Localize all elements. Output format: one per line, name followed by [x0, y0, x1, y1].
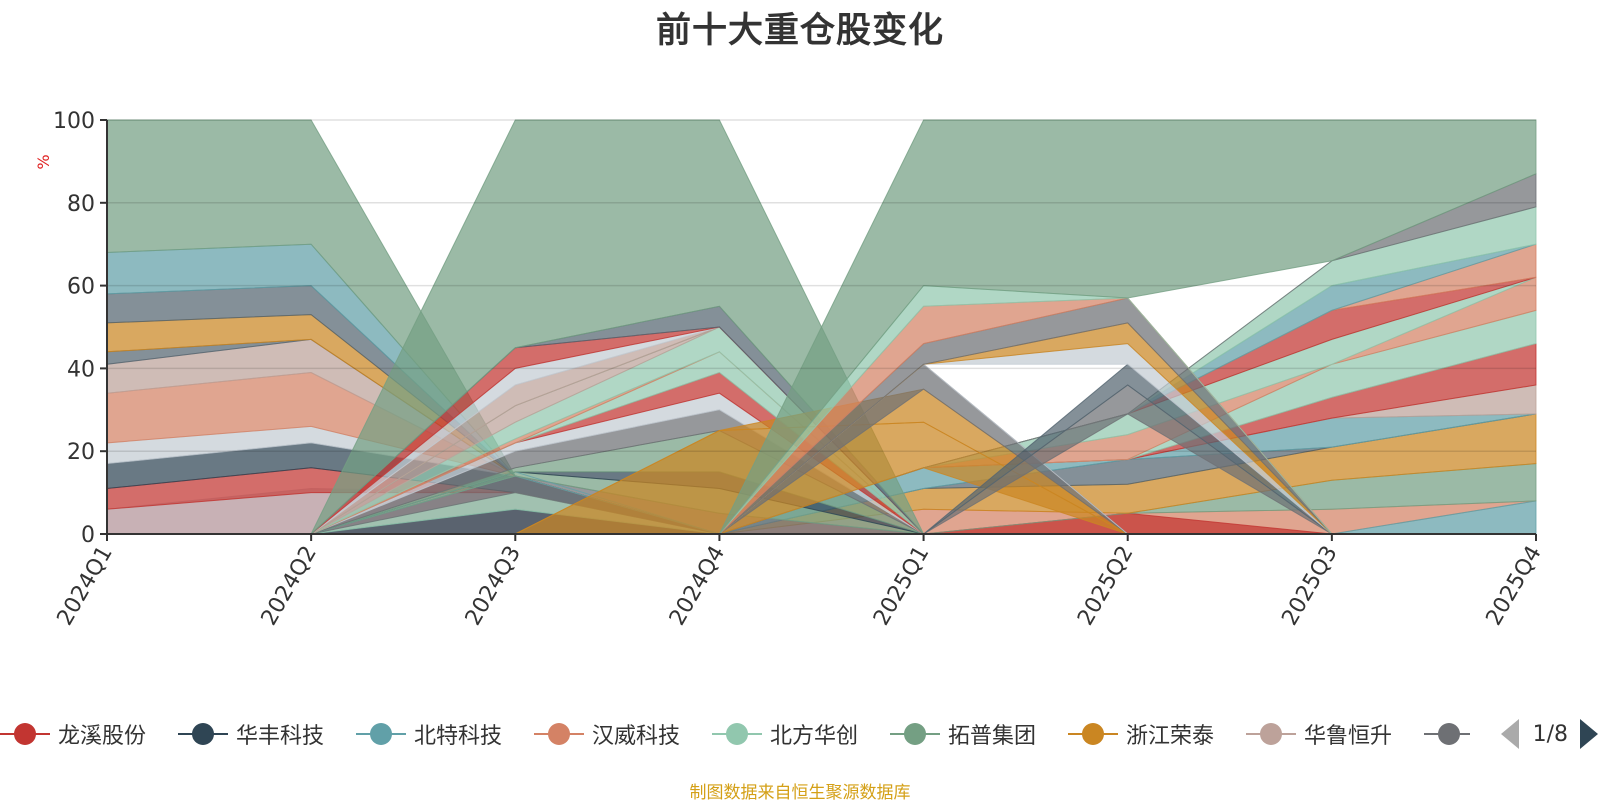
x-tick-label: 2025Q4 — [1482, 542, 1547, 630]
y-tick-labels: 0 20 40 60 80 100 — [53, 109, 95, 548]
legend-next-page-icon[interactable] — [1580, 719, 1598, 749]
legend-marker-dot — [904, 723, 926, 745]
legend-marker-icon — [1246, 722, 1296, 746]
y-tick-label: 60 — [67, 275, 95, 300]
legend-label: 北特科技 — [414, 724, 503, 749]
y-tick-label: 0 — [81, 523, 95, 548]
legend-marker-dot — [14, 723, 36, 745]
legend-marker-icon — [712, 722, 762, 746]
legend-label: 汉威科技 — [592, 724, 681, 749]
legend-page-indicator: 1/8 — [1532, 721, 1568, 747]
legend-marker-dot — [1438, 723, 1460, 745]
legend-prev-page-icon[interactable] — [1500, 719, 1519, 749]
legend-item[interactable]: 华鲁恒升 — [1246, 714, 1392, 754]
x-tick-label: 2024Q2 — [257, 542, 322, 630]
legend-marker-icon — [178, 722, 228, 746]
legend-marker-icon — [890, 722, 940, 746]
legend: 龙溪股份华丰科技北特科技汉威科技北方华创拓普集团浙江荣泰华鲁恒升宁 — [0, 714, 1600, 754]
legend-marker-dot — [1260, 723, 1282, 745]
legend-item[interactable]: 浙江荣泰 — [1068, 714, 1214, 754]
y-tick-label: 40 — [67, 357, 95, 382]
legend-marker-dot — [1082, 723, 1104, 745]
y-tick-label: 100 — [53, 109, 95, 134]
legend-item[interactable]: 拓普集团 — [890, 714, 1036, 754]
legend-marker-dot — [370, 723, 392, 745]
legend-marker-icon — [1424, 722, 1474, 746]
legend-marker-dot — [192, 723, 214, 745]
x-tick-labels: 2024Q1 2024Q2 2024Q3 2024Q4 2025Q1 2025Q2 2025… — [53, 542, 1547, 630]
legend-label: 华鲁恒升 — [1304, 724, 1393, 749]
legend-marker-dot — [726, 723, 748, 745]
y-tick-label: 20 — [67, 440, 95, 465]
legend-marker-dot — [548, 723, 570, 745]
chart-title: 前十大重仓股变化 — [655, 11, 944, 51]
legend-item[interactable]: 北特科技 — [356, 714, 502, 754]
legend-item[interactable]: 北方华创 — [712, 714, 858, 754]
area-band-36 — [107, 471, 1536, 535]
x-tick-label: 2024Q1 — [53, 542, 118, 630]
y-tick-label: 80 — [67, 192, 95, 217]
x-tick-label: 2025Q1 — [869, 542, 934, 630]
legend-item[interactable]: 华丰科技 — [178, 714, 324, 754]
y-axis-label: % — [34, 154, 53, 169]
legend-label: 浙江荣泰 — [1126, 724, 1215, 749]
x-tick-label: 2024Q4 — [665, 542, 730, 630]
source-note: 制图数据来自恒生聚源数据库 — [689, 783, 911, 803]
axes — [100, 119, 1537, 541]
legend-label: 华丰科技 — [236, 724, 325, 749]
x-tick-label: 2025Q3 — [1277, 542, 1342, 630]
legend-marker-icon — [534, 722, 584, 746]
x-tick-label: 2025Q2 — [1073, 542, 1138, 630]
grid-lines — [107, 119, 1536, 452]
legend-marker-icon — [0, 722, 50, 746]
legend-label: 北方华创 — [770, 724, 859, 749]
legend-marker-icon — [356, 722, 406, 746]
area-bands — [106, 119, 1537, 535]
legend-pager: 1/8 — [1470, 714, 1600, 754]
legend-item[interactable]: 龙溪股份 — [0, 714, 146, 754]
legend-label: 拓普集团 — [948, 724, 1037, 749]
legend-marker-icon — [1068, 722, 1118, 746]
legend-label: 龙溪股份 — [58, 724, 147, 749]
legend-item[interactable]: 汉威科技 — [534, 714, 680, 754]
x-tick-label: 2024Q3 — [461, 542, 526, 630]
